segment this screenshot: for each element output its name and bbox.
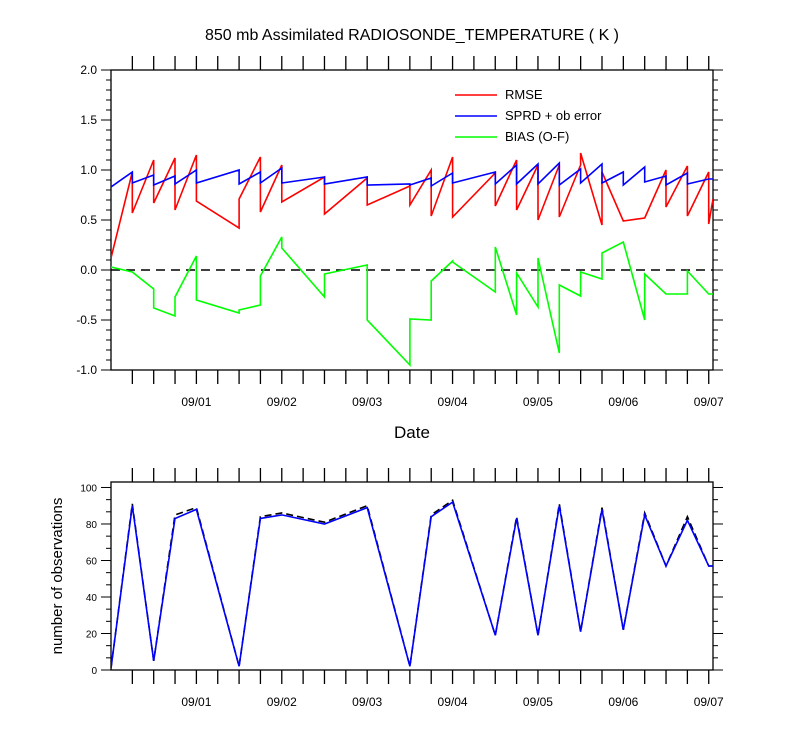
x-tick-label: 09/02 bbox=[267, 695, 297, 709]
y-tick-label: 20 bbox=[86, 629, 98, 640]
y-tick-label: -1.0 bbox=[76, 363, 97, 377]
x-tick-label: 09/06 bbox=[608, 395, 638, 409]
y-axis-title: number of observations bbox=[49, 498, 66, 655]
x-tick-label: 09/02 bbox=[267, 395, 297, 409]
legend-label: BIAS (O-F) bbox=[505, 129, 569, 144]
series-line-bias-o-f bbox=[111, 236, 713, 368]
x-tick-label: 09/01 bbox=[181, 695, 211, 709]
y-tick-label: 100 bbox=[80, 483, 97, 494]
x-tick-label: 09/06 bbox=[608, 695, 638, 709]
x-tick-label: 09/01 bbox=[181, 395, 211, 409]
y-tick-label: 80 bbox=[86, 520, 98, 531]
x-tick-label: 09/03 bbox=[352, 395, 382, 409]
x-tick-label: 09/04 bbox=[438, 395, 468, 409]
legend-label: SPRD + ob error bbox=[505, 108, 602, 123]
y-tick-label: 40 bbox=[86, 593, 98, 604]
x-tick-label: 09/03 bbox=[352, 695, 382, 709]
x-tick-label: 09/05 bbox=[523, 695, 553, 709]
x-tick-label: 09/05 bbox=[523, 395, 553, 409]
series-line-sprd-ob-error bbox=[111, 161, 713, 188]
y-tick-label: -0.5 bbox=[76, 313, 97, 327]
series-line-observations-used bbox=[111, 500, 713, 669]
y-tick-label: 2.0 bbox=[80, 63, 97, 77]
y-tick-label: 60 bbox=[86, 556, 98, 567]
plot-frame-2 bbox=[110, 481, 714, 671]
x-tick-label: 09/04 bbox=[438, 695, 468, 709]
x-axis-title: Date bbox=[394, 423, 430, 442]
y-tick-label: 0.0 bbox=[80, 263, 97, 277]
y-tick-label: 1.5 bbox=[80, 113, 97, 127]
x-tick-label: 09/07 bbox=[694, 395, 724, 409]
y-tick-label: 0 bbox=[91, 666, 97, 677]
legend-label: RMSE bbox=[505, 87, 543, 102]
chart-title: 850 mb Assimilated RADIOSONDE_TEMPERATUR… bbox=[205, 27, 619, 44]
x-tick-label: 09/07 bbox=[694, 695, 724, 709]
y-tick-label: 0.5 bbox=[80, 213, 97, 227]
y-tick-label: 1.0 bbox=[80, 163, 97, 177]
